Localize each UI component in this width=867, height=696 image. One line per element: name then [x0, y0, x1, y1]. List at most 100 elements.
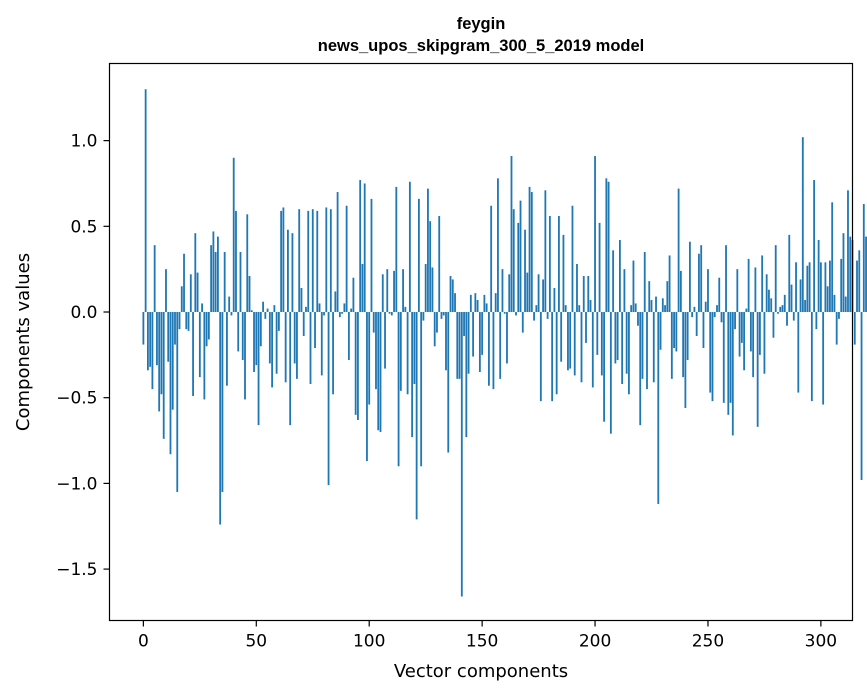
bar-component-200: [594, 156, 596, 313]
bar-component-131: [438, 216, 441, 313]
bar-component-250: [707, 269, 709, 313]
bar-component-99: [366, 312, 368, 462]
bar-component-111: [393, 270, 395, 313]
bar-component-30: [210, 245, 213, 313]
bar-component-40: [232, 157, 235, 313]
bar-component-96: [359, 180, 362, 313]
bar-component-193: [578, 305, 581, 313]
bar-component-53: [262, 301, 264, 312]
bar-component-170: [526, 272, 529, 313]
bar-component-254: [716, 305, 718, 313]
bar-component-24: [196, 272, 199, 313]
bar-component-35: [221, 312, 224, 492]
bar-component-77: [316, 210, 319, 313]
bar-component-125: [424, 264, 427, 313]
bar-component-244: [693, 306, 696, 313]
bar-component-245: [695, 312, 698, 336]
bar-component-14: [174, 312, 176, 345]
bar-component-73: [307, 210, 310, 313]
bar-component-215: [628, 312, 630, 395]
bar-component-295: [808, 262, 811, 313]
bar-component-101: [370, 198, 373, 312]
bar-component-221: [641, 312, 644, 379]
bar-component-23: [194, 233, 197, 313]
bar-component-260: [729, 312, 732, 403]
bar-component-237: [677, 188, 680, 313]
bar-component-258: [725, 245, 727, 313]
bar-component-236: [675, 312, 678, 352]
bar-component-219: [637, 312, 639, 326]
bar-component-184: [558, 216, 560, 313]
bar-component-109: [388, 312, 391, 314]
bar-component-49: [253, 312, 255, 372]
bar-component-144: [467, 312, 470, 374]
bar-component-143: [465, 312, 468, 438]
bar-component-85: [334, 291, 337, 313]
bar-component-136: [449, 276, 452, 313]
bar-component-149: [478, 312, 481, 372]
y-axis-ticks: −1.5 −1.0 −0.5 0.0 0.5 1.0: [56, 132, 110, 580]
bar-component-70: [300, 288, 303, 312]
bar-component-89: [343, 303, 346, 313]
bar-component-171: [528, 186, 531, 313]
bar-component-315: [853, 312, 856, 345]
bar-component-64: [287, 229, 289, 312]
bar-component-59: [275, 312, 278, 374]
bar-component-318: [860, 312, 863, 480]
bar-component-300: [819, 262, 822, 313]
bar-component-162: [508, 274, 511, 312]
bar-component-269: [749, 312, 752, 352]
bar-component-303: [826, 286, 829, 313]
bar-component-41: [235, 210, 237, 313]
bar-component-86: [336, 192, 339, 313]
bar-component-239: [682, 312, 685, 378]
bar-component-248: [702, 312, 705, 348]
bar-component-20: [187, 312, 190, 331]
bar-component-67: [293, 312, 296, 364]
bar-component-185: [560, 312, 563, 362]
bar-component-194: [580, 312, 583, 383]
bar-component-286: [788, 234, 791, 312]
bar-component-299: [817, 240, 820, 313]
bar-component-152: [485, 303, 488, 313]
bar-component-140: [458, 312, 461, 379]
plot-frame: [108, 62, 854, 622]
bar-component-309: [840, 258, 843, 313]
bar-component-272: [756, 312, 759, 427]
bar-component-150: [481, 312, 484, 355]
bar-component-243: [691, 312, 694, 318]
bar-component-130: [436, 312, 438, 333]
bar-component-97: [361, 264, 364, 313]
bar-component-36: [223, 252, 226, 312]
bar-component-302: [824, 262, 827, 313]
bar-component-132: [440, 312, 443, 319]
bar-component-104: [377, 312, 380, 431]
bar-component-16: [178, 312, 181, 330]
x-tick-label: 0: [138, 632, 149, 652]
bar-component-313: [849, 236, 852, 313]
bar-component-204: [603, 312, 605, 422]
bar-component-95: [357, 312, 359, 420]
bar-component-311: [844, 296, 847, 312]
bar-component-226: [652, 312, 655, 383]
bar-component-294: [806, 265, 809, 312]
bar-component-38: [228, 296, 231, 312]
bar-component-107: [384, 312, 386, 369]
bar-component-278: [770, 298, 773, 313]
bar-component-90: [345, 205, 348, 313]
bar-component-173: [533, 312, 535, 321]
bar-component-298: [815, 312, 818, 330]
bar-component-124: [422, 312, 425, 321]
bar-component-232: [666, 281, 669, 313]
bar-component-282: [779, 306, 782, 313]
bar-component-225: [650, 300, 653, 313]
bar-component-146: [472, 312, 474, 357]
bar-component-209: [614, 312, 617, 364]
bar-component-82: [327, 312, 330, 486]
bar-component-251: [709, 312, 712, 393]
bar-component-240: [684, 312, 687, 408]
bar-component-172: [530, 192, 533, 313]
bar-component-201: [596, 312, 599, 355]
bar-component-216: [630, 305, 633, 313]
bar-component-191: [573, 312, 576, 376]
